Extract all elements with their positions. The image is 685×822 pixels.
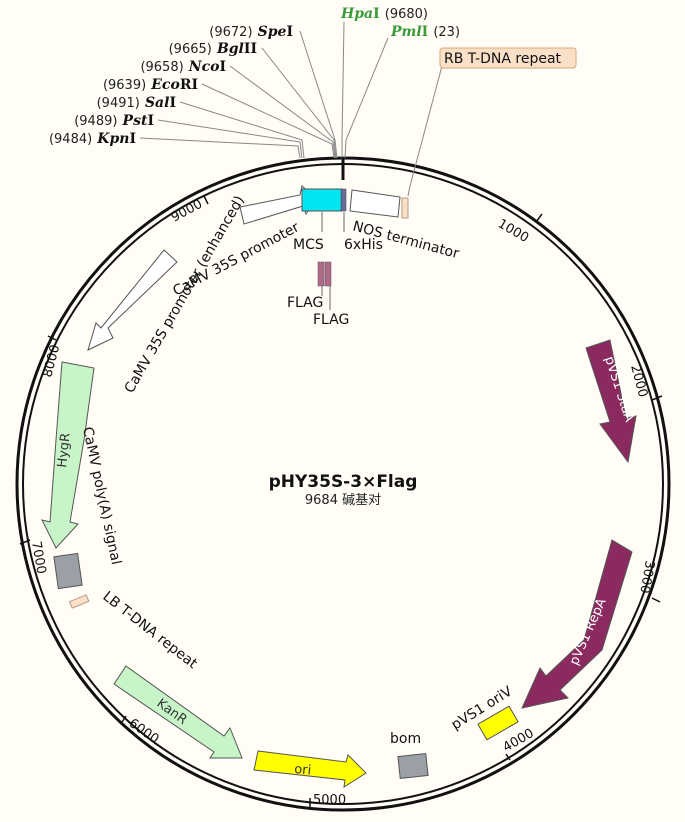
tick-mark [535,213,543,223]
leader-line [229,65,336,159]
mcs-label: MCS [293,237,324,253]
ori-arrow [253,750,367,789]
tick-mark [47,335,57,341]
leader-line [201,83,335,159]
enzyme-label-hpai: HpaI (9680) [340,3,428,22]
polya-label: CaMV poly(A) signal [79,426,124,567]
tick-label-3000: 3000 [636,559,657,594]
tick-label-8000: 8000 [40,343,63,379]
flag-feature-1 [317,261,325,287]
tick-mark [651,597,661,603]
tick-label-9000: 9000 [169,197,205,226]
plasmid-size: 9684 碱基对 [305,493,381,508]
bom-feature [397,753,429,779]
pvs1-repa-arrow [521,539,633,709]
rb-repeat-callout-box [439,47,577,69]
tick-mark [651,395,663,401]
bom-label: bom [390,731,421,747]
enzyme-list-right: HpaI (9680) PmlI (23) [340,3,460,40]
enzyme-label-pmli: PmlI (23) [390,21,460,40]
camv-35s-enhanced-arrow [87,249,178,351]
plasmid-title: pHY35S-3×Flag [269,472,418,492]
tick-mark [505,753,511,761]
mcs-feature [301,188,343,212]
lb-repeat-feature [68,594,90,609]
tick-mark [203,195,209,205]
leader-line [261,47,337,159]
enzyme-label: (9665) BglII [169,38,257,57]
tick-mark [19,539,31,545]
ori-label: ori [294,762,312,778]
nos-terminator-feature [349,189,401,218]
his-feature [340,188,347,212]
his-label: 6xHis [344,237,383,253]
hygr-label: HygR [55,432,74,468]
tick-label-7000: 7000 [28,540,49,575]
enzyme-label: (9672) SpeI [209,21,293,40]
polya-feature [53,552,83,590]
leader-line [299,30,338,159]
enzyme-label: (9489) PstI [74,110,154,129]
flag-label-2: FLAG [313,312,349,328]
enzyme-label: (9658) NcoI [140,56,226,75]
enzyme-list-left: (9672) SpeI (9665) BglII (9658) NcoI (96… [49,21,293,147]
flag-feature-2 [324,261,332,287]
rb-repeat-feature [401,197,409,219]
hygr-arrow [41,361,95,549]
leader-line [157,119,303,159]
enzyme-label: (9484) KpnI [49,128,136,147]
kanr-arrow [113,665,243,759]
pvs1-staa-arrow [585,339,637,464]
pvs1-oriv-feature [477,705,519,741]
leader-line [407,65,443,197]
enzyme-leaders [139,21,443,197]
lb-repeat-label: LB T-DNA repeat [100,589,201,673]
enzyme-label: (9639) EcoRI [103,74,198,93]
enzyme-label: (9491) SalI [97,92,176,111]
leader-line [344,37,389,159]
flag-label-1: FLAG [287,295,323,311]
tick-label-5000: 5000 [313,793,346,808]
leader-line [179,101,305,159]
leader-line [341,21,345,158]
tick-mark [121,715,127,723]
rb-repeat-callout-label: RB T-DNA repeat [444,51,562,67]
leader-line [139,137,301,159]
